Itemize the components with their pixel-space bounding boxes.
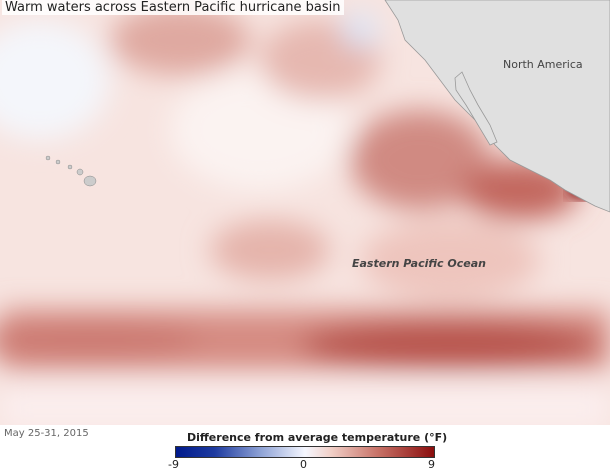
legend-max: 9: [428, 458, 435, 471]
legend-mid: 0: [300, 458, 307, 471]
north-america-label: North America: [503, 58, 583, 71]
anomaly-field: [0, 5, 610, 425]
north-america-landmass: [384, 0, 610, 213]
sea-surface-temperature-map: [0, 0, 610, 425]
map-title: Warm waters across Eastern Pacific hurri…: [2, 0, 344, 15]
ocean-label: Eastern Pacific Ocean: [352, 257, 486, 270]
legend-min: -9: [168, 458, 179, 471]
hawaiian-islands: [45, 155, 97, 187]
legend-colorbar: [175, 446, 435, 458]
baja-california-peninsula: [454, 71, 498, 146]
legend-title: Difference from average temperature (°F): [187, 431, 448, 444]
date-label: May 25-31, 2015: [4, 428, 89, 439]
